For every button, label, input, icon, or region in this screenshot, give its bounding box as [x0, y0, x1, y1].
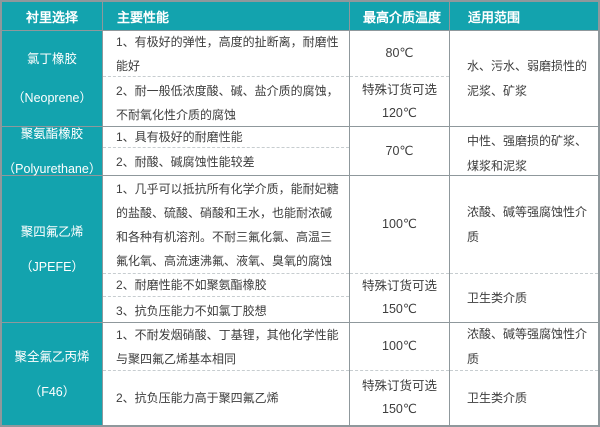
performance-cell: 1、具有极好的耐磨性能 2、耐酸、碱腐蚀性能较差 — [103, 127, 350, 175]
header-main-performance: 主要性能 — [103, 2, 350, 30]
performance-item: 1、几乎可以抵抗所有化学介质，能耐妃糖的盐酸、硫酸、硝酸和王水，也能耐浓碱和各种… — [103, 176, 349, 274]
performance-item: 1、具有极好的耐磨性能 — [103, 127, 349, 148]
temperature-cell: 80℃ 特殊订货可选 120℃ — [350, 31, 450, 126]
performance-cell: 1、几乎可以抵抗所有化学介质，能耐妃糖的盐酸、硫酸、硝酸和王水，也能耐浓碱和各种… — [103, 176, 350, 322]
section-polyurethane: 聚氨酯橡胶 （Polyurethane） 1、具有极好的耐磨性能 2、耐酸、碱腐… — [2, 127, 598, 176]
application-cell: 水、污水、弱磨损性的泥浆、矿浆 — [450, 31, 598, 126]
header-lining-selection: 衬里选择 — [2, 2, 103, 30]
material-latin-name: （F46） — [28, 384, 76, 399]
performance-item: 1、有极好的弹性，高度的扯断离，耐磨性能好 — [103, 31, 349, 77]
material-cell: 聚四氟乙烯 （JPEFE） — [2, 176, 103, 322]
temperature-cell: 70℃ — [350, 127, 450, 175]
temperature-value: 特殊订货可选 150℃ — [361, 279, 437, 316]
temperature-value: 100℃ — [350, 176, 449, 274]
material-cell: 聚氨酯橡胶 （Polyurethane） — [2, 127, 103, 176]
section-neoprene: 氯丁橡胶 （Neoprene） 1、有极好的弹性，高度的扯断离，耐磨性能好 2、… — [2, 31, 598, 127]
temperature-value: 特殊订货可选 120℃ — [361, 82, 437, 120]
temperature-value: 70℃ — [385, 143, 414, 158]
header-application-range: 适用范围 — [450, 2, 598, 30]
performance-item: 2、耐一般低浓度酸、碱、盐介质的腐蚀，不耐氧化性介质的腐蚀 — [116, 84, 339, 122]
temperature-value: 特殊订货可选 150℃ — [361, 379, 437, 416]
application-value: 水、污水、弱磨损性的泥浆、矿浆 — [467, 58, 588, 98]
material-cell: 聚全氟乙丙烯 （F46） — [2, 323, 103, 425]
performance-item: 1、不耐发烟硝酸、丁基锂，其他化学性能与聚四氟乙烯基本相同 — [103, 323, 349, 371]
application-value: 浓酸、碱等强腐蚀性介质 — [450, 323, 598, 371]
temperature-value: 100℃ — [350, 323, 449, 371]
performance-cell: 1、有极好的弹性，高度的扯断离，耐磨性能好 2、耐一般低浓度酸、碱、盐介质的腐蚀… — [103, 31, 350, 126]
temperature-value: 80℃ — [350, 31, 449, 77]
performance-item: 2、抗负压能力高于聚四氟乙烯 — [116, 391, 279, 405]
application-value: 卫生类介质 — [467, 390, 528, 405]
material-name: 聚四氟乙烯 — [20, 224, 84, 239]
material-latin-name: （JPEFE） — [20, 259, 84, 274]
section-ptfe: 聚四氟乙烯 （JPEFE） 1、几乎可以抵抗所有化学介质，能耐妃糖的盐酸、硫酸、… — [2, 176, 598, 323]
application-cell: 浓酸、碱等强腐蚀性介质 卫生类介质 — [450, 176, 598, 322]
performance-item: 3、抗负压能力不如氯丁胶想 — [116, 304, 267, 318]
application-value: 卫生类介质 — [467, 290, 528, 305]
material-latin-name: （Neoprene） — [12, 91, 92, 105]
material-latin-name: （Polyurethane） — [2, 161, 102, 176]
application-value: 浓酸、碱等强腐蚀性介质 — [450, 176, 598, 274]
material-name: 氯丁橡胶 — [26, 52, 77, 66]
performance-item: 2、耐磨性能不如聚氨酯橡胶 — [103, 274, 349, 297]
temperature-cell: 100℃ 特殊订货可选 150℃ — [350, 323, 450, 425]
application-cell: 浓酸、碱等强腐蚀性介质 卫生类介质 — [450, 323, 598, 425]
material-cell: 氯丁橡胶 （Neoprene） — [2, 31, 103, 126]
table-header-row: 衬里选择 主要性能 最高介质温度 适用范围 — [2, 2, 598, 31]
header-max-medium-temperature: 最高介质温度 — [350, 2, 450, 30]
section-f46: 聚全氟乙丙烯 （F46） 1、不耐发烟硝酸、丁基锂，其他化学性能与聚四氟乙烯基本… — [2, 323, 598, 425]
application-value: 中性、强磨损的矿浆、煤浆和泥浆 — [467, 134, 588, 173]
material-name: 聚全氟乙丙烯 — [14, 349, 90, 364]
temperature-cell: 100℃ 特殊订货可选 150℃ — [350, 176, 450, 322]
performance-item: 2、耐酸、碱腐蚀性能较差 — [116, 155, 255, 169]
performance-cell: 1、不耐发烟硝酸、丁基锂，其他化学性能与聚四氟乙烯基本相同 2、抗负压能力高于聚… — [103, 323, 350, 425]
material-name: 聚氨酯橡胶 — [20, 126, 84, 141]
application-cell: 中性、强磨损的矿浆、煤浆和泥浆 — [450, 127, 598, 175]
